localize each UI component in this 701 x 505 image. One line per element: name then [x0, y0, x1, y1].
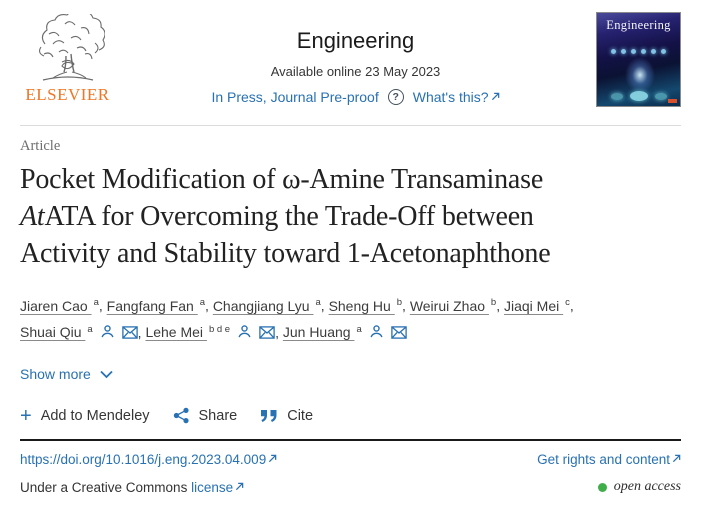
license-statement: Under a Creative Commons license — [20, 480, 244, 495]
question-circle-icon[interactable]: ? — [387, 89, 404, 105]
share-icon — [173, 408, 189, 424]
external-link-icon — [672, 455, 681, 463]
author: Jiaren Cao a — [20, 297, 99, 314]
cite-button[interactable]: Cite — [260, 408, 313, 424]
author-link[interactable]: Lehe Mei — [145, 324, 207, 341]
author-profile-icon[interactable] — [237, 322, 252, 346]
author: Jiaqi Mei c — [504, 297, 570, 314]
author-link[interactable]: Jiaren Cao — [20, 297, 92, 314]
author-link[interactable]: Shuai Qiu — [20, 324, 86, 341]
author: Changjiang Lyu a — [212, 297, 321, 314]
license-link[interactable]: license — [191, 480, 244, 495]
author-link[interactable]: Sheng Hu — [328, 297, 395, 314]
author-list: Jiaren Cao a, Fangfang Fan a, Changjiang… — [20, 291, 681, 346]
author-affiliation-sup: a — [356, 323, 362, 335]
author-affiliation-sup: b d e — [208, 323, 231, 335]
external-link-icon — [269, 455, 277, 463]
author-affiliation-sup: a — [87, 323, 93, 335]
author-link[interactable]: Jun Huang — [282, 324, 355, 341]
available-online-date: Available online 23 May 2023 — [270, 64, 441, 79]
author-link[interactable]: Weirui Zhao — [409, 297, 489, 314]
author-affiliation-sup: a — [315, 297, 321, 308]
elsevier-tree-icon — [38, 14, 105, 81]
author-email-icon[interactable] — [259, 322, 275, 346]
journal-info: Engineering Available online 23 May 2023… — [115, 12, 596, 105]
cover-art-base-glow — [597, 91, 680, 101]
header-divider — [20, 125, 681, 126]
author: Sheng Hu b — [328, 297, 403, 314]
open-access-dot-icon — [597, 482, 607, 492]
external-link-icon — [491, 92, 499, 101]
article-title: Pocket Modification of ω-Amine Transamin… — [20, 164, 551, 269]
article-actions: + Add to Mendeley Share Cite — [20, 404, 681, 427]
author: Lehe Mei b d e — [145, 324, 275, 340]
author-affiliation-sup: a — [93, 297, 99, 308]
whats-this-link[interactable]: What's this? — [413, 89, 500, 105]
journal-title[interactable]: Engineering — [296, 28, 415, 53]
elsevier-logo[interactable]: ELSEVIER — [20, 12, 115, 105]
share-button[interactable]: Share — [173, 407, 237, 424]
author-affiliation-sup: b — [396, 297, 403, 308]
doi-link[interactable]: https://doi.org/10.1016/j.eng.2023.04.00… — [20, 452, 277, 467]
external-link-icon — [236, 482, 244, 490]
author-profile-icon[interactable] — [369, 322, 384, 346]
author: Jun Huang a — [283, 324, 407, 340]
footer-divider — [20, 439, 681, 442]
article-type-label: Article — [20, 138, 61, 154]
open-access-badge: open access — [597, 479, 681, 495]
author-link[interactable]: Changjiang Lyu — [212, 297, 314, 314]
author-profile-icon[interactable] — [100, 322, 115, 346]
show-more-button[interactable]: Show more — [20, 366, 113, 382]
cover-journal-title: Engineering — [606, 18, 671, 32]
author: Weirui Zhao b — [409, 297, 497, 314]
author-affiliation-sup: b — [490, 297, 497, 308]
in-press-link[interactable]: In Press, Journal Pre-proof — [211, 89, 379, 105]
journal-cover-thumbnail[interactable]: Engineering — [596, 12, 681, 107]
cover-art-robot-glow — [625, 57, 655, 93]
author-affiliation-sup: a — [199, 297, 206, 308]
author-email-icon[interactable] — [391, 322, 407, 346]
author-affiliation-sup: c — [565, 297, 570, 308]
get-rights-link[interactable]: Get rights and content — [537, 452, 681, 467]
add-to-mendeley-button[interactable]: + Add to Mendeley — [20, 404, 150, 427]
journal-header: ELSEVIER Engineering Available online 23… — [0, 0, 701, 107]
cite-quote-icon — [261, 409, 277, 422]
author-link[interactable]: Jiaqi Mei — [504, 297, 564, 314]
author: Shuai Qiu a — [20, 324, 138, 340]
author: Fangfang Fan a — [106, 297, 206, 314]
author-email-icon[interactable] — [121, 322, 138, 346]
cover-art-dots — [597, 49, 680, 54]
chevron-down-icon — [100, 370, 113, 379]
cover-logo-mark — [668, 99, 677, 103]
plus-icon: + — [20, 404, 32, 427]
author-link[interactable]: Fangfang Fan — [106, 297, 198, 314]
elsevier-wordmark: ELSEVIER — [25, 85, 110, 104]
